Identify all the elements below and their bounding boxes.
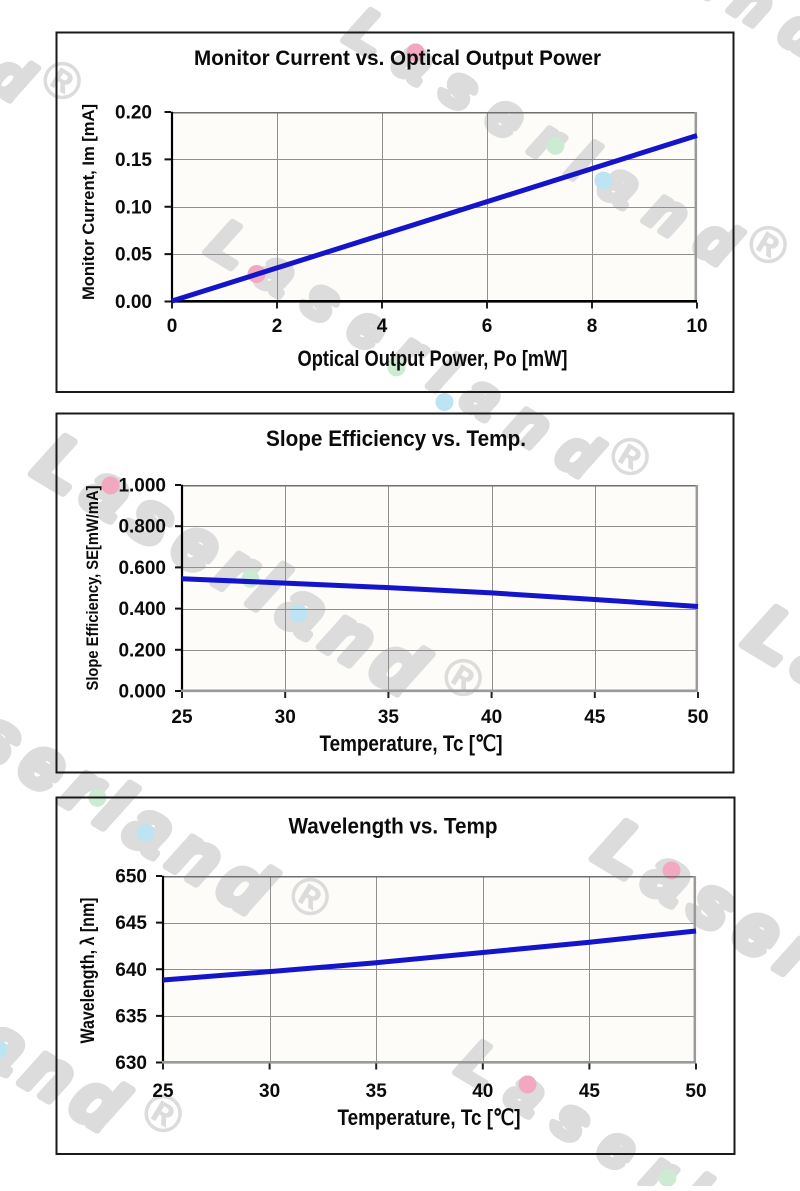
svg-text:50: 50 — [685, 1081, 706, 1102]
svg-text:640: 640 — [115, 960, 147, 981]
svg-text:0.200: 0.200 — [118, 640, 166, 661]
svg-text:6: 6 — [482, 316, 493, 337]
svg-text:2: 2 — [272, 316, 283, 337]
svg-text:Monitor Current, Im [mA]: Monitor Current, Im [mA] — [79, 104, 98, 300]
svg-text:8: 8 — [587, 316, 598, 337]
svg-text:Wavelength vs. Temp: Wavelength vs. Temp — [289, 814, 498, 839]
svg-text:Slope Efficiency vs. Temp.: Slope Efficiency vs. Temp. — [266, 426, 526, 451]
svg-text:35: 35 — [366, 1081, 388, 1102]
svg-text:Slope Efficiency, SE[mW/mA]: Slope Efficiency, SE[mW/mA] — [83, 486, 102, 691]
svg-text:30: 30 — [259, 1081, 280, 1102]
svg-text:0: 0 — [167, 316, 178, 337]
svg-text:40: 40 — [481, 707, 502, 728]
svg-text:4: 4 — [377, 316, 388, 337]
svg-text:Monitor Current vs. Optical Ou: Monitor Current vs. Optical Output Power — [194, 47, 601, 70]
svg-text:50: 50 — [687, 707, 708, 728]
svg-text:0.400: 0.400 — [118, 599, 166, 620]
svg-text:Temperature, Tc [℃]: Temperature, Tc [℃] — [320, 731, 503, 756]
svg-text:10: 10 — [686, 316, 707, 337]
svg-text:30: 30 — [275, 707, 296, 728]
svg-text:0.600: 0.600 — [118, 558, 166, 579]
svg-text:45: 45 — [579, 1081, 601, 1102]
svg-text:650: 650 — [115, 867, 147, 888]
svg-text:Wavelength, λ [nm]: Wavelength, λ [nm] — [78, 898, 99, 1044]
svg-text:40: 40 — [472, 1081, 493, 1102]
svg-text:Optical Output Power, Po [mW]: Optical Output Power, Po [mW] — [298, 346, 568, 371]
svg-text:Temperature, Tc [℃]: Temperature, Tc [℃] — [338, 1105, 521, 1130]
svg-text:45: 45 — [584, 707, 606, 728]
svg-text:0.000: 0.000 — [118, 682, 166, 703]
svg-text:635: 635 — [115, 1006, 147, 1027]
svg-text:0.05: 0.05 — [115, 245, 152, 266]
svg-text:1.000: 1.000 — [118, 476, 166, 497]
svg-text:0.15: 0.15 — [115, 150, 152, 171]
svg-text:25: 25 — [152, 1081, 174, 1102]
svg-text:0.10: 0.10 — [115, 197, 152, 218]
svg-text:0.00: 0.00 — [115, 292, 152, 313]
svg-text:630: 630 — [115, 1053, 147, 1074]
svg-text:25: 25 — [171, 707, 193, 728]
svg-text:0.20: 0.20 — [115, 103, 152, 124]
svg-text:0.800: 0.800 — [118, 517, 166, 538]
svg-text:645: 645 — [115, 913, 147, 934]
svg-text:35: 35 — [378, 707, 400, 728]
